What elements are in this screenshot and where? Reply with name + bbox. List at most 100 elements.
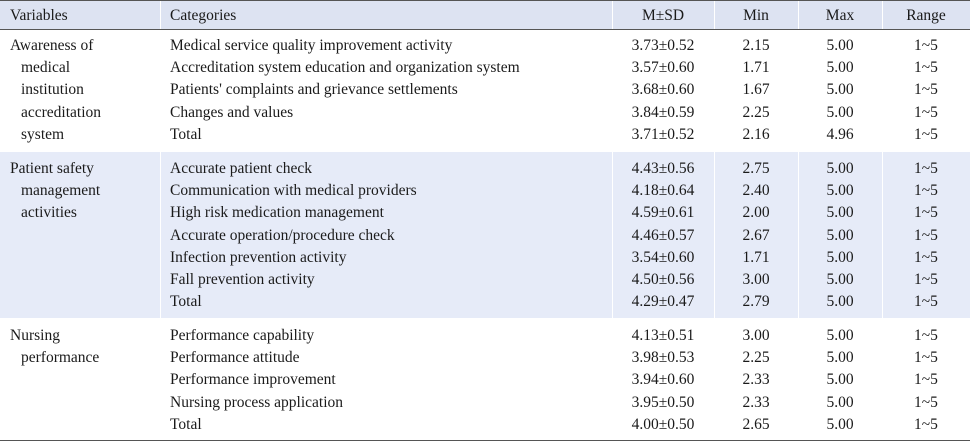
min-cell: 2.33 bbox=[742, 371, 770, 389]
variable-group: Nursing performance Performance capability… bbox=[0, 320, 970, 440]
range-cell: 1~5 bbox=[914, 204, 938, 222]
category-cell: Infection prevention activity bbox=[170, 248, 347, 266]
category-cell: Total bbox=[170, 415, 202, 433]
range-cell: 1~5 bbox=[914, 293, 938, 311]
max-cell: 5.00 bbox=[826, 371, 854, 389]
category-cell: Accreditation system education and organ… bbox=[170, 59, 520, 77]
range-cell: 1~5 bbox=[914, 125, 938, 143]
max-cell: 5.00 bbox=[826, 160, 854, 177]
max-cell: 5.00 bbox=[826, 182, 854, 200]
range-cell: 1~5 bbox=[914, 81, 938, 99]
variable-label: system bbox=[21, 125, 65, 143]
header-msd: M±SD bbox=[641, 7, 685, 24]
range-cell: 1~5 bbox=[914, 415, 938, 433]
range-cell: 1~5 bbox=[914, 271, 938, 288]
min-cell: 2.75 bbox=[742, 160, 770, 177]
range-cell: 1~5 bbox=[914, 59, 938, 77]
msd-cell: 4.00±0.50 bbox=[631, 415, 695, 433]
min-cell: 2.67 bbox=[742, 226, 770, 244]
max-cell: 5.00 bbox=[826, 271, 854, 288]
min-cell: 2.33 bbox=[742, 393, 770, 411]
min-cell: 2.65 bbox=[742, 415, 770, 433]
max-cell: 5.00 bbox=[826, 204, 854, 222]
category-cell: Accurate patient check bbox=[170, 160, 312, 177]
variable-label: management bbox=[21, 182, 101, 200]
table-header: Variables Categories M±SD Min Max Range bbox=[0, 0, 970, 30]
msd-cell: 3.71±0.52 bbox=[631, 125, 695, 143]
category-cell: Medical service quality improvement acti… bbox=[170, 37, 453, 54]
variable-label: Awareness of bbox=[10, 37, 94, 54]
min-cell: 2.79 bbox=[742, 293, 770, 311]
max-cell: 5.00 bbox=[826, 226, 854, 244]
min-cell: 1.67 bbox=[742, 81, 770, 99]
min-cell: 2.25 bbox=[742, 103, 770, 121]
variable-label: medical bbox=[21, 59, 71, 77]
variable-label: institution bbox=[21, 81, 84, 99]
category-cell: Performance attitude bbox=[170, 349, 300, 367]
max-cell: 5.00 bbox=[826, 349, 854, 367]
msd-cell: 4.46±0.57 bbox=[631, 226, 695, 244]
variable-label: performance bbox=[21, 349, 100, 367]
variable-label: Patient safety bbox=[10, 160, 94, 177]
msd-cell: 4.29±0.47 bbox=[631, 293, 695, 311]
min-cell: 2.00 bbox=[742, 204, 770, 222]
max-cell: 5.00 bbox=[826, 103, 854, 121]
header-categories: Categories bbox=[170, 7, 237, 24]
range-cell: 1~5 bbox=[914, 349, 938, 367]
range-cell: 1~5 bbox=[914, 103, 938, 121]
variable-group: Patient safety management activities Accura… bbox=[0, 152, 970, 318]
category-cell: Nursing process application bbox=[170, 393, 344, 411]
msd-cell: 3.95±0.50 bbox=[631, 393, 695, 411]
min-cell: 3.00 bbox=[742, 271, 770, 288]
max-cell: 5.00 bbox=[826, 415, 854, 433]
variable-group: Awareness of medical institution accreditat… bbox=[0, 32, 970, 150]
variable-label: activities bbox=[21, 204, 77, 222]
category-cell: Changes and values bbox=[170, 103, 294, 121]
min-cell: 2.16 bbox=[742, 125, 770, 143]
min-cell: 1.71 bbox=[742, 248, 770, 266]
range-cell: 1~5 bbox=[914, 226, 938, 244]
msd-cell: 3.73±0.52 bbox=[631, 37, 695, 54]
msd-cell: 4.43±0.56 bbox=[631, 160, 695, 177]
range-cell: 1~5 bbox=[914, 160, 938, 177]
range-cell: 1~5 bbox=[914, 327, 938, 344]
max-cell: 4.96 bbox=[826, 125, 854, 143]
category-cell: Total bbox=[170, 125, 202, 143]
min-cell: 3.00 bbox=[742, 327, 770, 344]
range-cell: 1~5 bbox=[914, 393, 938, 411]
category-cell: Total bbox=[170, 293, 202, 311]
max-cell: 5.00 bbox=[826, 248, 854, 266]
min-cell: 1.71 bbox=[742, 59, 770, 77]
max-cell: 5.00 bbox=[826, 393, 854, 411]
header-max: Max bbox=[825, 7, 855, 24]
max-cell: 5.00 bbox=[826, 59, 854, 77]
header-min: Min bbox=[743, 7, 769, 24]
range-cell: 1~5 bbox=[914, 248, 938, 266]
msd-cell: 4.59±0.61 bbox=[631, 204, 695, 222]
msd-cell: 4.50±0.56 bbox=[631, 271, 695, 288]
msd-cell: 3.54±0.60 bbox=[631, 248, 695, 266]
max-cell: 5.00 bbox=[826, 37, 854, 54]
range-cell: 1~5 bbox=[914, 37, 938, 54]
min-cell: 2.40 bbox=[742, 182, 770, 200]
header-range: Range bbox=[906, 7, 946, 24]
max-cell: 5.00 bbox=[826, 327, 854, 344]
variable-label: Nursing bbox=[10, 327, 60, 344]
min-cell: 2.25 bbox=[742, 349, 770, 367]
range-cell: 1~5 bbox=[914, 182, 938, 200]
msd-cell: 3.57±0.60 bbox=[631, 59, 695, 77]
max-cell: 5.00 bbox=[826, 81, 854, 99]
variable-label: accreditation bbox=[21, 103, 102, 121]
range-cell: 1~5 bbox=[914, 371, 938, 389]
msd-cell: 3.68±0.60 bbox=[631, 81, 695, 99]
header-variables: Variables bbox=[10, 7, 68, 24]
category-cell: Patients' complaints and grievance settl… bbox=[170, 81, 458, 99]
max-cell: 5.00 bbox=[826, 293, 854, 311]
category-cell: Communication with medical providers bbox=[170, 182, 417, 200]
category-cell: High risk medication management bbox=[170, 204, 384, 222]
category-cell: Accurate operation/procedure check bbox=[170, 226, 395, 244]
category-cell: Fall prevention activity bbox=[170, 271, 315, 288]
msd-cell: 3.98±0.53 bbox=[631, 349, 695, 367]
category-cell: Performance capability bbox=[170, 327, 315, 344]
msd-cell: 4.18±0.64 bbox=[631, 182, 695, 200]
